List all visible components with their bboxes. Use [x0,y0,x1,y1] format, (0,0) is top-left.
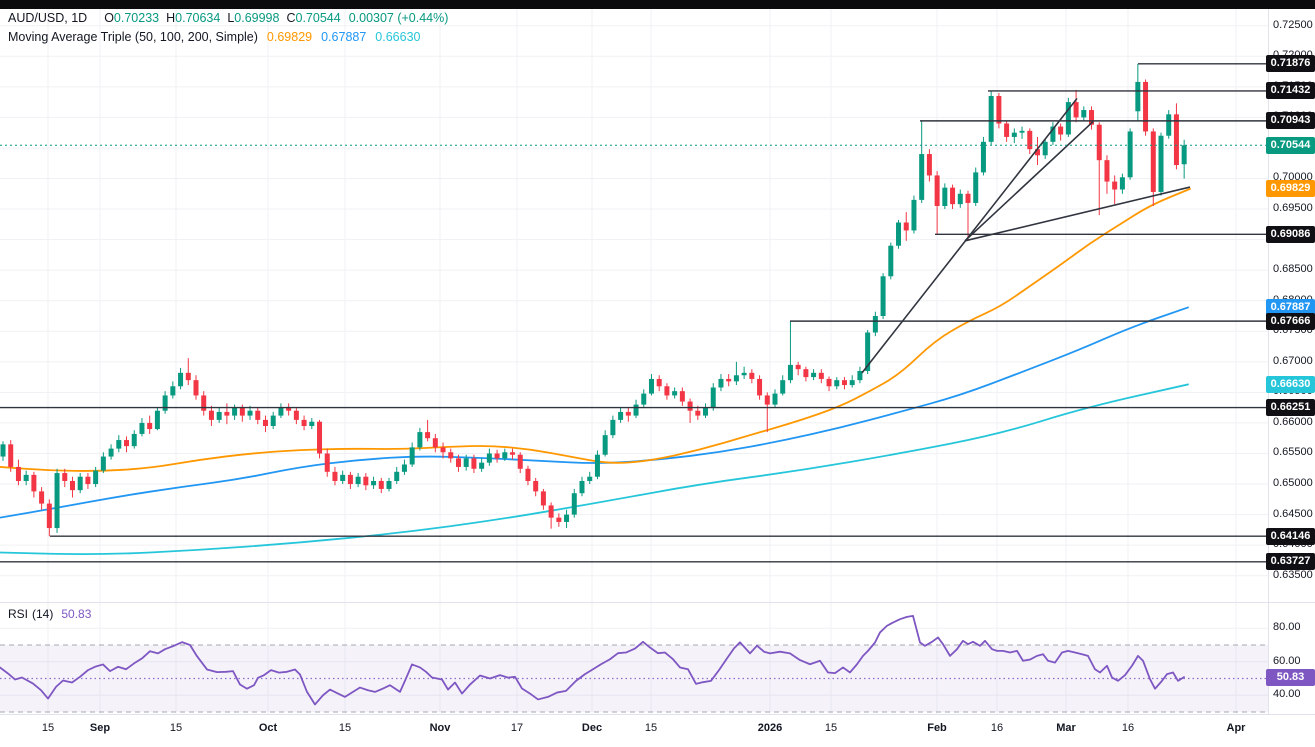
rsi-line [0,614,1185,706]
low-label: L [227,11,235,25]
drawings-layer [0,63,1268,563]
ma-indicator-title[interactable]: Moving Average Triple (50, 100, 200, Sim… [8,30,258,44]
ma-indicator-legend: Moving Average Triple (50, 100, 200, Sim… [8,30,420,44]
ma-line-sma-50 [0,187,1191,472]
grid-layer [0,8,1268,714]
rsi-value: 50.83 [61,607,92,621]
high-label: H [166,11,176,25]
candles-layer [0,63,1187,537]
ma200-value: 0.66630 [375,30,421,44]
symbol-legend: AUD/USD, 1D O0.70233 H0.70634 L0.69998 C0.70… [8,11,448,25]
low-value: 0.69998 [234,11,280,25]
rsi-params: (14) [32,607,54,621]
rsi-band [0,644,1268,713]
change-value: 0.00307 (+0.44%) [348,11,449,25]
moving-averages-layer [0,187,1191,556]
rsi-title[interactable]: RSI [8,607,29,621]
rsi-legend: RSI (14) 50.83 [8,607,91,621]
open-value: 0.70233 [113,11,160,25]
ma-line-sma-100 [0,306,1189,519]
window-top-strip [0,0,1315,9]
ma50-value: 0.69829 [266,30,313,44]
ma100-value: 0.67887 [321,30,367,44]
close-label: C [286,11,296,25]
separators [0,8,1315,715]
symbol-title[interactable]: AUD/USD, 1D [8,11,88,25]
open-label: O [104,11,114,25]
high-value: 0.70634 [175,11,221,25]
close-value: 0.70544 [295,11,341,25]
ma-line-sma-200 [0,383,1189,556]
